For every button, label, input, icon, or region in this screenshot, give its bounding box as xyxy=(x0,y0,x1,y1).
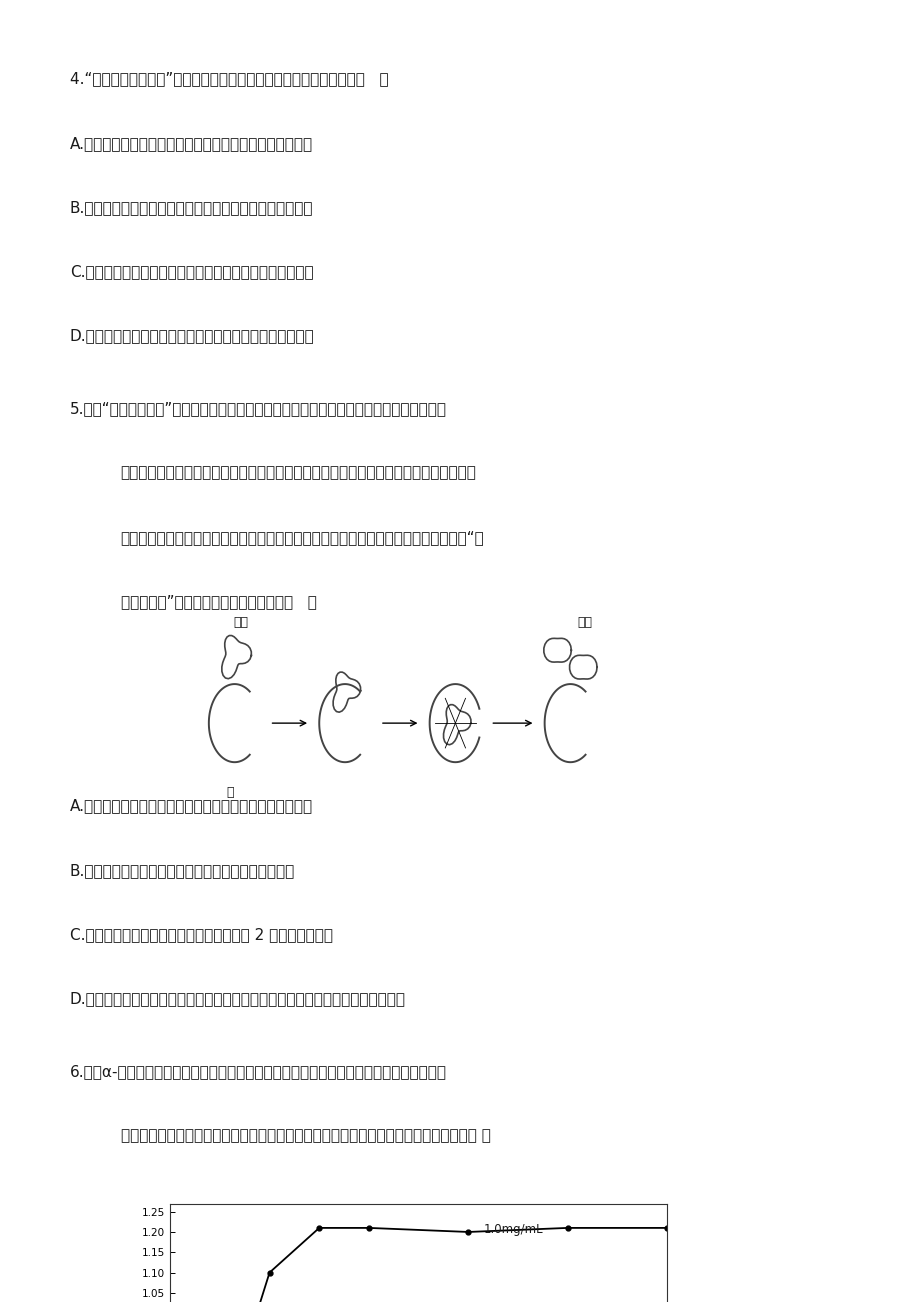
Text: 5.酶的“诱导契合学说”认为，酶活性中心的结构原来并不和底物的结构完全唠合，当底物与: 5.酶的“诱导契合学说”认为，酶活性中心的结构原来并不和底物的结构完全唠合，当底… xyxy=(70,401,447,417)
Text: 导契合学说”示意图，下列叙述正确的是（   ）: 导契合学说”示意图，下列叙述正确的是（ ） xyxy=(120,594,316,609)
Text: B.酶活性中心的构象发生变化的过程伴随着肽键的断裂: B.酶活性中心的构象发生变化的过程伴随着肽键的断裂 xyxy=(70,863,295,878)
Text: 研究底物浓度对酶促反应速率的影响，进行了相关实验，结果如图。下列说法错误的是（ ）: 研究底物浓度对酶促反应速率的影响，进行了相关实验，结果如图。下列说法错误的是（ … xyxy=(120,1129,490,1143)
Text: 6.酸性α-淠粉酶被广泛应用于淠粉工业中，在酸性条件下能将淠粉水解成还原糖。科学家为: 6.酸性α-淠粉酶被广泛应用于淠粉工业中，在酸性条件下能将淠粉水解成还原糖。科学… xyxy=(70,1064,447,1079)
Text: B.神经元的突起增大了膜的表面积，使大量的酶附着在膜上: B.神经元的突起增大了膜的表面积，使大量的酶附着在膜上 xyxy=(70,201,313,215)
Text: 产物: 产物 xyxy=(577,616,592,629)
Text: D.酶活性中心的构象发生变化导致其空间结构改变，造成酶疲劳性损伤而不可恢复: D.酶活性中心的构象发生变化导致其空间结构改变，造成酶疲劳性损伤而不可恢复 xyxy=(70,991,405,1006)
Text: 4.“结构和功能相统一”有利于生物的生存、繁衍。下列叙述正确的是（   ）: 4.“结构和功能相统一”有利于生物的生存、繁衍。下列叙述正确的是（ ） xyxy=(70,72,388,87)
Text: 使底物和酶契合形成络合物。产物从酶上脱落后，酶活性中心又恢复到原构象。下图为“诱: 使底物和酶契合形成络合物。产物从酶上脱落后，酶活性中心又恢复到原构象。下图为“诱 xyxy=(120,530,483,544)
Text: 1.0mg/mL: 1.0mg/mL xyxy=(482,1224,542,1237)
Text: C.叶绻体含有一层外膜，这有利于增加光合作用的受光面积: C.叶绻体含有一层外膜，这有利于增加光合作用的受光面积 xyxy=(70,264,313,279)
Text: 酶: 酶 xyxy=(226,785,233,798)
Text: 底物: 底物 xyxy=(233,616,248,629)
Text: C.这一模型可以解释蔡糖酶催化蔡糖水解成 2 分子单糖的过程: C.这一模型可以解释蔡糖酶催化蔡糖水解成 2 分子单糖的过程 xyxy=(70,927,333,943)
Text: 酶相遇时，可诱导酶活性中心的构象发生变化，有关的各个基团达到正确的排列和定向，: 酶相遇时，可诱导酶活性中心的构象发生变化，有关的各个基团达到正确的排列和定向， xyxy=(120,466,476,480)
Text: A.卵细胞的体积较大，这有利于卵细胞与外界环境交换物质: A.卵细胞的体积较大，这有利于卵细胞与外界环境交换物质 xyxy=(70,135,312,151)
Text: A.酶与底物形成络合物时，为底物转化成产物提供了活化能: A.酶与底物形成络合物时，为底物转化成产物提供了活化能 xyxy=(70,798,312,814)
Text: D.染色质高度螺旋形成染色体，有利于遗传物质的平均分配: D.染色质高度螺旋形成染色体，有利于遗传物质的平均分配 xyxy=(70,328,314,344)
